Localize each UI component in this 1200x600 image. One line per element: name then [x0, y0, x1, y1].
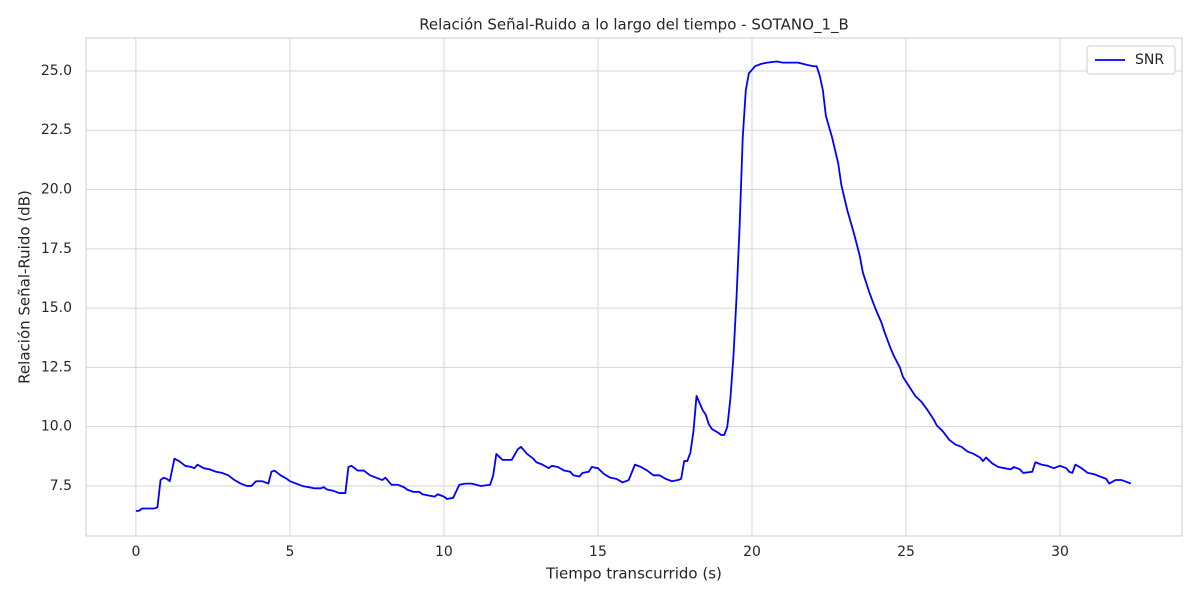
y-tick-label: 25.0: [41, 63, 72, 79]
legend-box: [1086, 45, 1176, 75]
y-tick-label: 15.0: [41, 300, 72, 316]
x-tick-label: 25: [897, 544, 915, 560]
x-tick-label: 0: [131, 544, 140, 560]
chart-title: Relación Señal-Ruido a lo largo del tiem…: [419, 16, 849, 35]
y-tick-label: 20.0: [41, 182, 72, 198]
y-tick-label: 7.5: [50, 478, 72, 494]
x-tick-label: 20: [743, 544, 761, 560]
x-axis-label: Tiempo transcurrido (s): [545, 565, 722, 583]
y-tick-label: 12.5: [41, 359, 72, 375]
x-tick-label: 30: [1051, 544, 1069, 560]
y-tick-label: 17.5: [41, 241, 72, 257]
y-tick-label: 22.5: [41, 122, 72, 138]
legend-label: SNR: [1135, 52, 1164, 68]
y-tick-label: 10.0: [41, 419, 72, 435]
x-tick-label: 10: [435, 544, 453, 560]
y-axis-label: Relación Señal-Ruido (dB): [16, 190, 34, 384]
x-tick-label: 5: [285, 544, 294, 560]
plot-area: [85, 37, 1183, 537]
line-series: [135, 60, 1132, 512]
x-tick-label: 15: [589, 544, 607, 560]
